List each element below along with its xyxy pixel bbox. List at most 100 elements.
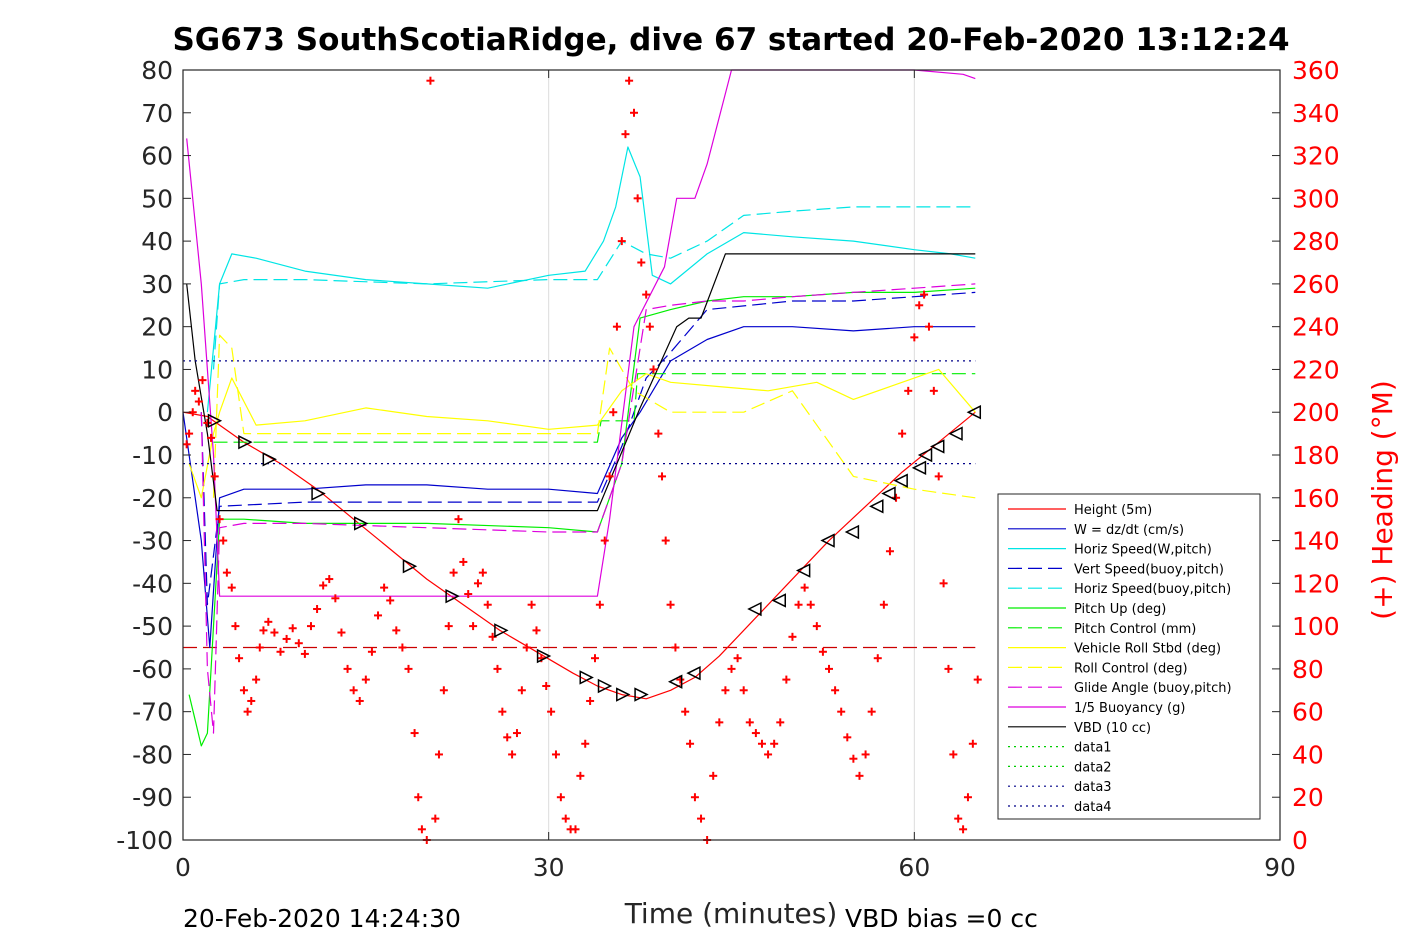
y2-tick-label: 160 <box>1292 484 1340 513</box>
series-line-7 <box>188 368 976 499</box>
triangle-marker <box>494 623 509 638</box>
y-tick-label: -20 <box>132 484 173 513</box>
heading-point <box>629 108 638 117</box>
heading-point <box>686 739 695 748</box>
heading-point <box>288 624 297 633</box>
y2-tick-label: 180 <box>1292 441 1340 470</box>
heading-point <box>508 750 517 759</box>
heading-point <box>751 729 760 738</box>
heading-point <box>215 515 224 524</box>
heading-point <box>843 733 852 742</box>
heading-point <box>642 290 651 299</box>
y-tick-label: 80 <box>141 56 173 85</box>
series-layer <box>182 69 976 747</box>
heading-point <box>949 750 958 759</box>
legend-label: data3 <box>1074 780 1112 795</box>
heading-point <box>191 386 200 395</box>
heading-point <box>517 686 526 695</box>
heading-point <box>235 654 244 663</box>
heading-point <box>198 376 207 385</box>
heading-point <box>414 793 423 802</box>
y-tick-label: 40 <box>141 227 173 256</box>
y2-tick-label: 20 <box>1292 783 1324 812</box>
heading-point <box>649 365 658 374</box>
heading-point <box>252 675 261 684</box>
heading-point <box>398 643 407 652</box>
y2-tick-label: 80 <box>1292 655 1324 684</box>
heading-point <box>469 622 478 631</box>
heading-point <box>633 194 642 203</box>
triangle-marker <box>579 670 594 685</box>
heading-point <box>757 739 766 748</box>
heading-point <box>621 130 630 139</box>
heading-point <box>222 568 231 577</box>
legend-label: Roll Control (deg) <box>1074 661 1188 676</box>
heading-point <box>617 237 626 246</box>
heading-point <box>449 568 458 577</box>
heading-point <box>800 583 809 592</box>
series-line-0 <box>182 411 976 700</box>
heading-point <box>645 322 654 331</box>
x-tick-label: 0 <box>175 853 191 882</box>
y-tick-label: -30 <box>132 527 173 556</box>
heading-point <box>231 622 240 631</box>
y2-tick-label: 220 <box>1292 355 1340 384</box>
y-tick-label: -100 <box>116 826 173 855</box>
heading-point <box>337 628 346 637</box>
heading-point <box>282 634 291 643</box>
y2-tick-label: 0 <box>1292 826 1308 855</box>
heading-point <box>547 707 556 716</box>
y-tick-label: -70 <box>132 698 173 727</box>
legend-label: Horiz Speed(W,pitch) <box>1074 543 1212 558</box>
heading-point <box>831 686 840 695</box>
heading-point <box>404 664 413 673</box>
triangle-marker <box>207 413 223 428</box>
heading-point <box>439 686 448 695</box>
heading-point <box>825 664 834 673</box>
heading-point <box>207 433 216 442</box>
y2-tick-label: 260 <box>1292 270 1340 299</box>
legend-label: Glide Angle (buoy,pitch) <box>1074 681 1232 696</box>
heading-point <box>454 515 463 524</box>
heading-point <box>595 600 604 609</box>
heading-point <box>259 626 268 635</box>
heading-point <box>493 664 502 673</box>
heading-point <box>300 649 309 658</box>
heading-point <box>294 639 303 648</box>
triangle-marker <box>353 516 369 531</box>
heading-point <box>417 825 426 834</box>
y-tick-label: 10 <box>141 355 173 384</box>
heading-point <box>185 429 194 438</box>
bottom-axis: 0 30 60 90 <box>175 70 1296 882</box>
x-tick-label: 30 <box>533 853 565 882</box>
legend-label: data1 <box>1074 741 1112 756</box>
y-tick-label: -50 <box>132 612 173 641</box>
heading-point <box>210 472 219 481</box>
legend-label: Height (5m) <box>1074 503 1152 518</box>
legend-label: Horiz Speed(buoy,pitch) <box>1074 582 1231 597</box>
y2-tick-label: 140 <box>1292 527 1340 556</box>
heading-point <box>464 590 473 599</box>
heading-point <box>503 733 512 742</box>
heading-point <box>203 418 212 427</box>
heading-point <box>576 771 585 780</box>
heading-point <box>434 750 443 759</box>
heading-point <box>194 397 203 406</box>
heading-point <box>837 707 846 716</box>
y-tick-label: 60 <box>141 142 173 171</box>
triangle-marker <box>893 473 908 488</box>
heading-point <box>361 675 370 684</box>
heading-point <box>697 814 706 823</box>
triangle-marker <box>402 559 418 574</box>
heading-point <box>764 750 773 759</box>
heading-point <box>788 632 797 641</box>
triangle-marker <box>747 601 762 617</box>
heading-point <box>247 696 256 705</box>
heading-point <box>625 76 634 85</box>
heading-point <box>325 575 334 584</box>
y2-tick-label: 120 <box>1292 569 1340 598</box>
heading-point <box>968 739 977 748</box>
legend-label: Vert Speed(buoy,pitch) <box>1074 562 1224 577</box>
triangle-marker <box>930 439 945 454</box>
heading-point <box>873 654 882 663</box>
